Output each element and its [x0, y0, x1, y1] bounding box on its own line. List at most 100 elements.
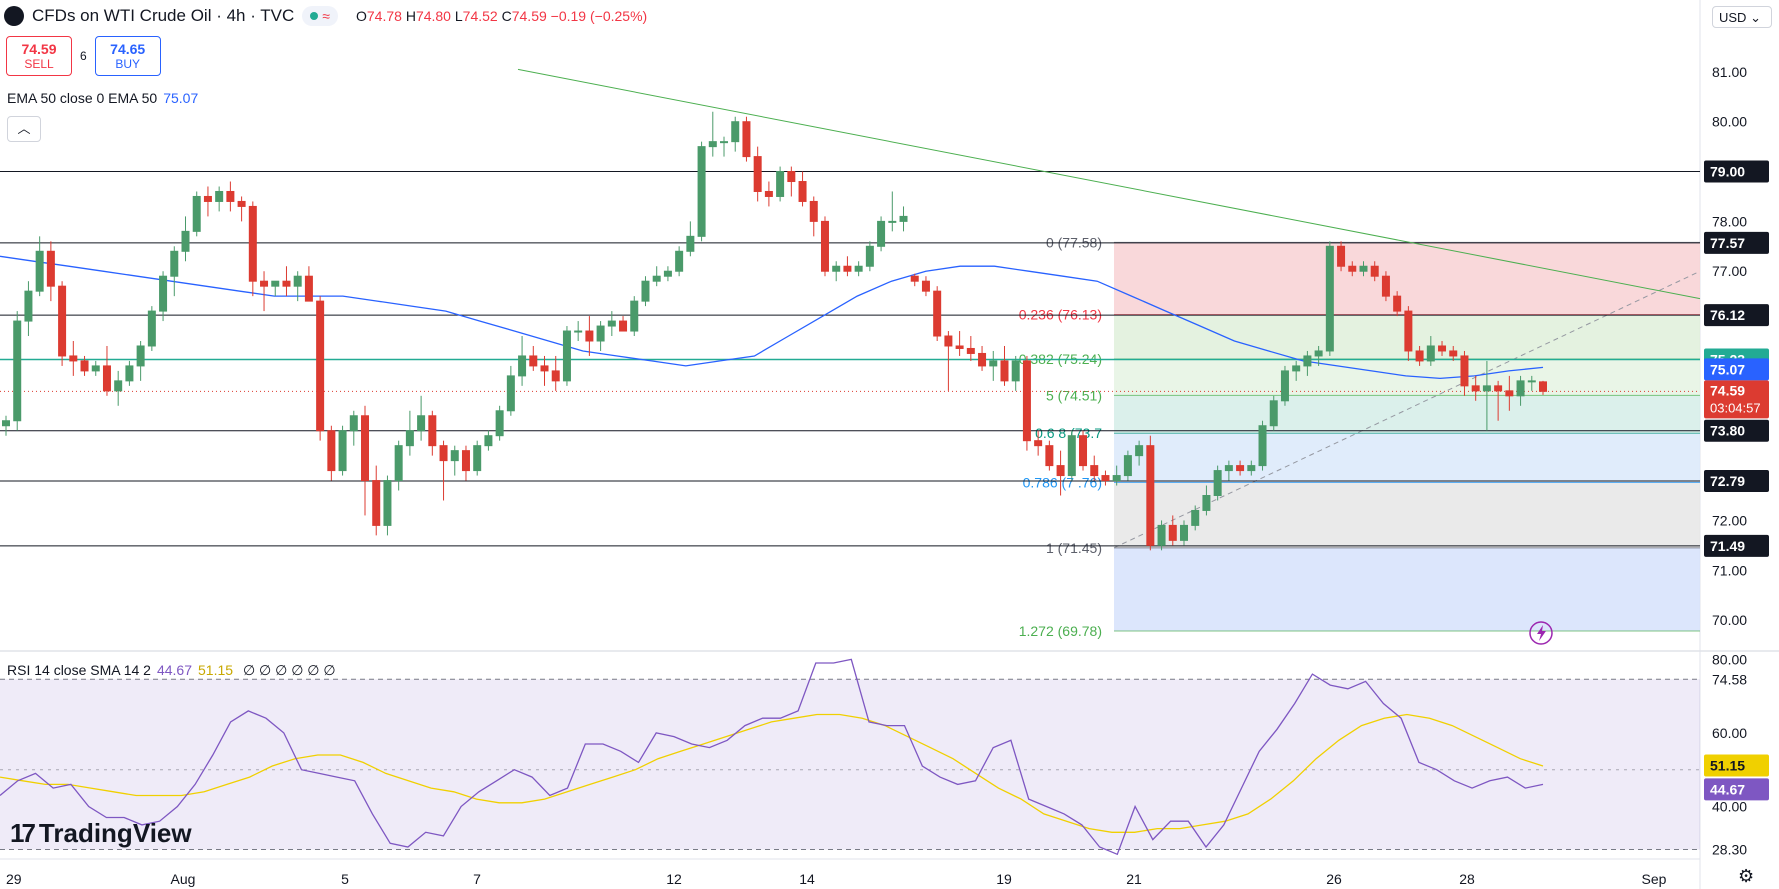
candle-body [1202, 495, 1211, 511]
candle-body [170, 250, 179, 277]
candle-body [461, 450, 470, 472]
candle-body [338, 430, 347, 472]
candle-body [1101, 475, 1110, 482]
candle-body [1426, 345, 1435, 362]
fib-anchor-line [1113, 270, 1701, 549]
currency-select[interactable]: USD ⌄ [1712, 6, 1772, 28]
trade-buttons: 74.59 SELL 6 74.65 BUY [6, 36, 161, 76]
candle-body [697, 146, 706, 237]
ema-legend[interactable]: EMA 50 close 0 EMA 50 75.07 [7, 90, 198, 106]
lightning-icon [1529, 621, 1553, 645]
candle-body [731, 121, 740, 143]
candle-body [159, 275, 168, 312]
price-axis-tick: 81.00 [1712, 64, 1747, 80]
candle-body [58, 285, 67, 357]
candle-body [1539, 381, 1547, 392]
fib-zone [1114, 395, 1700, 434]
candle-body [80, 360, 89, 372]
candle-body [652, 275, 661, 282]
tradingview-logo[interactable]: 17 TradingView [10, 818, 192, 849]
candle-body [1314, 350, 1323, 357]
time-axis-tick: 19 [996, 871, 1012, 887]
candle-body [125, 365, 134, 382]
candle-body [1393, 295, 1402, 312]
candle-body [1337, 245, 1346, 267]
candle-body [1415, 350, 1424, 362]
candle-body [1438, 345, 1447, 352]
symbol-title[interactable]: CFDs on WTI Crude Oil · 4h · TVC [32, 6, 295, 25]
candle-body [473, 445, 482, 472]
candle-body [921, 280, 930, 292]
candle-body [944, 335, 953, 347]
rsi-level-label: 28.30 [1712, 842, 1747, 858]
level-text: 76.12 [1710, 307, 1745, 323]
candle-body [663, 270, 672, 277]
time-axis-tick: 7 [473, 871, 481, 887]
candle-body [798, 181, 807, 202]
ema-legend-value: 75.07 [163, 90, 199, 106]
level-text: 73.80 [1710, 423, 1745, 439]
fib-zone [1114, 482, 1700, 548]
candle-body [349, 415, 358, 432]
ema-axis-text: 75.07 [1710, 361, 1745, 377]
candle-body [1135, 445, 1144, 457]
level-text: 72.79 [1710, 473, 1745, 489]
candle-body [1325, 245, 1334, 352]
price-axis-tick: 77.00 [1712, 263, 1747, 279]
candle-body [405, 430, 414, 447]
settings-gear-icon[interactable]: ⚙ [1738, 866, 1755, 886]
candle-body [439, 445, 448, 462]
low-value: 74.52 [462, 8, 498, 24]
candle-body [966, 347, 975, 354]
oil-drop-icon [4, 6, 24, 26]
time-axis-tick: 14 [799, 871, 815, 887]
candle-body [428, 415, 437, 447]
candle-body [1269, 400, 1278, 427]
price-axis-tick: 80.00 [1712, 114, 1747, 130]
candle-body [484, 435, 493, 447]
sell-button[interactable]: 74.59 SELL [6, 36, 72, 76]
collapse-legend-button[interactable]: ︿ [7, 116, 41, 142]
candle-body [1067, 435, 1076, 477]
candle-body [1471, 385, 1480, 392]
open-value: 74.78 [366, 8, 402, 24]
candle-body [1292, 365, 1301, 372]
candle-body [46, 250, 55, 287]
price-axis-tick: 72.00 [1712, 512, 1747, 528]
candle-body [910, 275, 919, 282]
candle-body [854, 265, 863, 272]
candle-body [832, 265, 841, 272]
candle-body [450, 450, 459, 462]
candle-body [1146, 445, 1155, 546]
candle-body [271, 280, 280, 287]
ema-axis-tag [1704, 358, 1769, 381]
candle-body [742, 121, 751, 158]
market-status-badge[interactable]: ≈ [302, 6, 338, 26]
candle-body [2, 420, 10, 427]
candle-body [102, 365, 111, 392]
candle-body [1112, 475, 1121, 482]
candle-body [843, 265, 852, 272]
candle-body [192, 195, 201, 232]
time-axis-tick: 21 [1126, 871, 1142, 887]
trendline [517, 68, 1701, 300]
candle-body [675, 250, 684, 272]
time-axis-tick: 29 [6, 871, 22, 887]
fib-zone [1114, 242, 1700, 315]
candle-body [1022, 360, 1031, 442]
candle-body [1370, 265, 1379, 277]
candle-body [1449, 350, 1458, 357]
candle-body [293, 275, 302, 287]
rsi-legend[interactable]: RSI 14 close SMA 14 2 44.67 51.15 ∅ ∅ ∅ ∅ … [7, 662, 336, 679]
candle-body [1079, 435, 1088, 467]
candle-body [91, 365, 100, 372]
candle-body [1157, 524, 1166, 546]
rsi-sma-line [0, 713, 1544, 833]
buy-button[interactable]: 74.65 BUY [94, 36, 161, 76]
fib-zone [1114, 547, 1700, 632]
candle-body [1482, 385, 1491, 392]
candle-body [1123, 455, 1132, 477]
rsi-band [0, 679, 1700, 850]
time-axis-tick: Sep [1642, 871, 1667, 887]
